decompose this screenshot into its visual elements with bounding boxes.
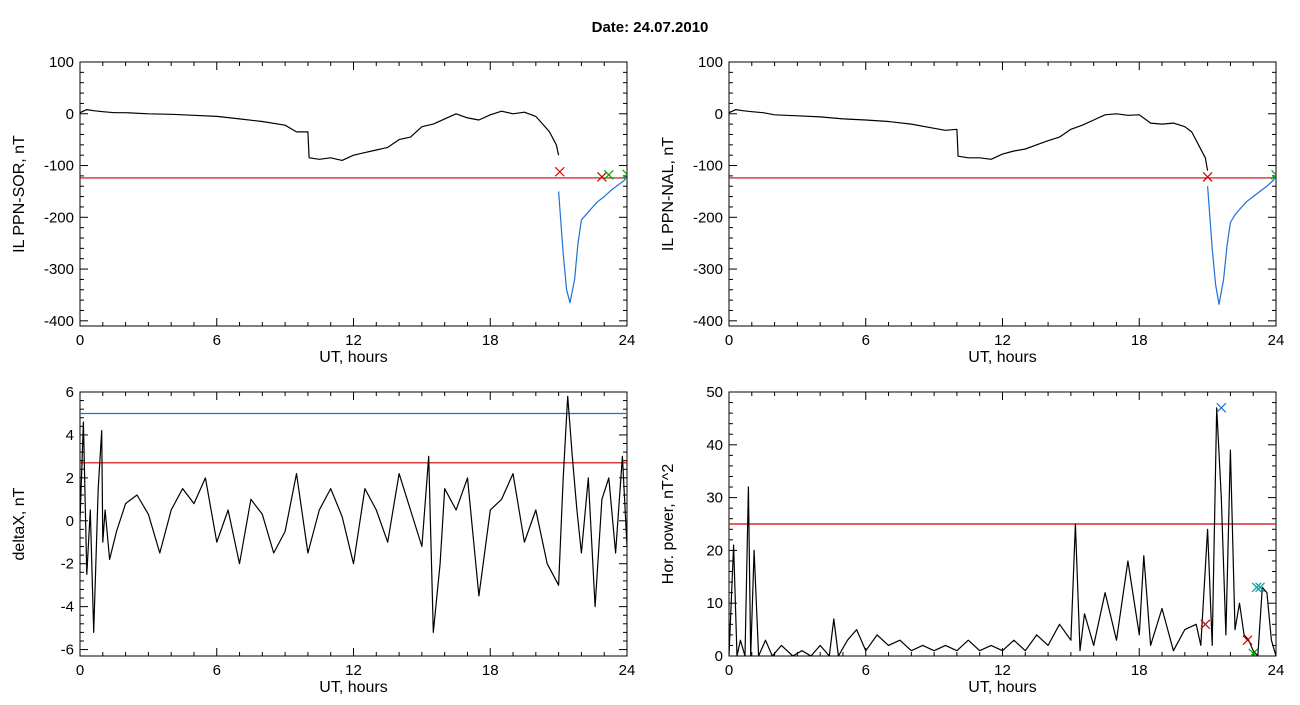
x-marker-stroke	[1271, 169, 1276, 176]
panel-hor-power: 0 6 12 18 24 50 40 30 20 10 0 UT, hours Hor. power, …	[660, 384, 1284, 696]
x-tick-label: 0	[76, 662, 84, 679]
y-tick-label: 6	[66, 384, 74, 401]
x-marker	[1248, 648, 1259, 656]
x-marker	[1202, 171, 1213, 182]
y-tick-label: -300	[693, 261, 723, 278]
y-axis-title: Hor. power, nT^2	[660, 464, 677, 585]
data-layer	[80, 395, 627, 634]
series-line-1	[558, 173, 627, 304]
y-tick-label: 0	[66, 513, 74, 530]
x-tick-label: 24	[619, 332, 636, 349]
y-tick-label: -400	[44, 313, 74, 330]
y-tick-label: -200	[693, 209, 723, 226]
x-marker	[554, 166, 565, 177]
y-tick-label: 100	[698, 54, 723, 71]
x-tick-label: 0	[725, 332, 733, 349]
x-marker-stroke	[554, 166, 565, 177]
y-tick-label: 4	[66, 427, 74, 444]
x-marker-stroke	[1271, 173, 1276, 180]
plot-frame	[79, 61, 628, 327]
x-marker-stroke	[1249, 648, 1259, 656]
x-tick-label: 12	[345, 332, 362, 349]
plot-frame	[79, 391, 628, 657]
x-tick-label: 18	[1131, 332, 1148, 349]
x-marker-stroke	[1251, 582, 1262, 593]
data-layer	[729, 402, 1276, 656]
x-marker	[1271, 169, 1276, 180]
x-tick-label: 0	[76, 332, 84, 349]
x-marker	[622, 169, 627, 180]
y-tick-label: 0	[715, 106, 723, 123]
y-tick-label: 0	[715, 648, 723, 665]
x-tick-label: 24	[1268, 662, 1285, 679]
x-tick-label: 6	[213, 332, 221, 349]
series-line-0	[729, 108, 1209, 171]
y-tick-label: -2	[61, 556, 74, 573]
x-tick-label: 0	[725, 662, 733, 679]
x-marker	[1216, 402, 1227, 413]
x-marker	[1200, 619, 1211, 630]
y-tick-label: -6	[61, 642, 74, 659]
x-marker-stroke	[1200, 619, 1211, 630]
series-line-0	[80, 108, 560, 161]
x-tick-label: 18	[482, 332, 499, 349]
x-tick-label: 6	[862, 332, 870, 349]
x-marker-stroke	[1202, 171, 1213, 182]
panel-deltax: 0 6 12 18 24 6 4 2 0 -2 -4 -6 UT, hours deltaX, nT	[11, 384, 635, 696]
x-tick-label: 24	[1268, 332, 1285, 349]
y-axis-title: IL PPN-SOR, nT	[11, 135, 28, 253]
y-tick-label: 40	[706, 437, 723, 454]
x-tick-label: 18	[1131, 662, 1148, 679]
x-tick-label: 6	[213, 662, 221, 679]
x-marker-stroke	[603, 169, 614, 180]
x-marker-stroke	[1255, 582, 1265, 593]
data-layer	[80, 108, 627, 304]
y-tick-label: 0	[66, 106, 74, 123]
y-axis-title: deltaX, nT	[11, 487, 28, 560]
x-marker	[1251, 582, 1262, 593]
x-marker-stroke	[1216, 402, 1227, 413]
date-title: Date: 24.07.2010	[591, 19, 709, 36]
x-marker	[603, 169, 614, 180]
y-tick-label: -100	[693, 158, 723, 175]
x-tick-label: 12	[994, 662, 1011, 679]
series-line-1	[1207, 174, 1276, 305]
y-tick-label: -4	[61, 599, 74, 616]
x-tick-label: 24	[619, 662, 636, 679]
data-layer	[729, 108, 1276, 305]
y-tick-label: 50	[706, 384, 723, 401]
y-tick-label: 30	[706, 490, 723, 507]
x-marker	[597, 171, 607, 182]
y-tick-label: 100	[49, 54, 74, 71]
x-marker-stroke	[622, 169, 627, 176]
x-marker-stroke	[622, 173, 627, 180]
x-tick-label: 18	[482, 662, 499, 679]
x-axis-title: UT, hours	[319, 679, 387, 696]
x-axis-title: UT, hours	[968, 679, 1036, 696]
y-tick-label: 2	[66, 470, 74, 487]
y-tick-label: 20	[706, 542, 723, 559]
x-marker	[1255, 582, 1265, 593]
x-tick-label: 12	[994, 332, 1011, 349]
y-axis-title: IL PPN-NAL, nT	[660, 137, 677, 251]
y-tick-label: -300	[44, 261, 74, 278]
y-tick-label: 10	[706, 595, 723, 612]
x-axis-title: UT, hours	[968, 349, 1036, 366]
y-tick-label: -100	[44, 158, 74, 175]
x-axis-title: UT, hours	[319, 349, 387, 366]
x-tick-label: 12	[345, 662, 362, 679]
series-line-0	[729, 407, 1276, 656]
x-marker	[1242, 635, 1253, 646]
plot-frame	[728, 61, 1277, 327]
x-marker-stroke	[597, 171, 607, 182]
y-tick-label: -200	[44, 209, 74, 226]
panel-nal: 0 6 12 18 24 100 0 -100 -200 -300 -400 UT, hours IL …	[660, 54, 1284, 366]
panel-sor: 0 6 12 18 24 100 0 -100 -200 -300 -400 UT, hours IL …	[11, 54, 635, 366]
y-tick-label: -400	[693, 313, 723, 330]
x-tick-label: 6	[862, 662, 870, 679]
x-marker-stroke	[1242, 635, 1253, 646]
series-line-0	[80, 395, 627, 634]
